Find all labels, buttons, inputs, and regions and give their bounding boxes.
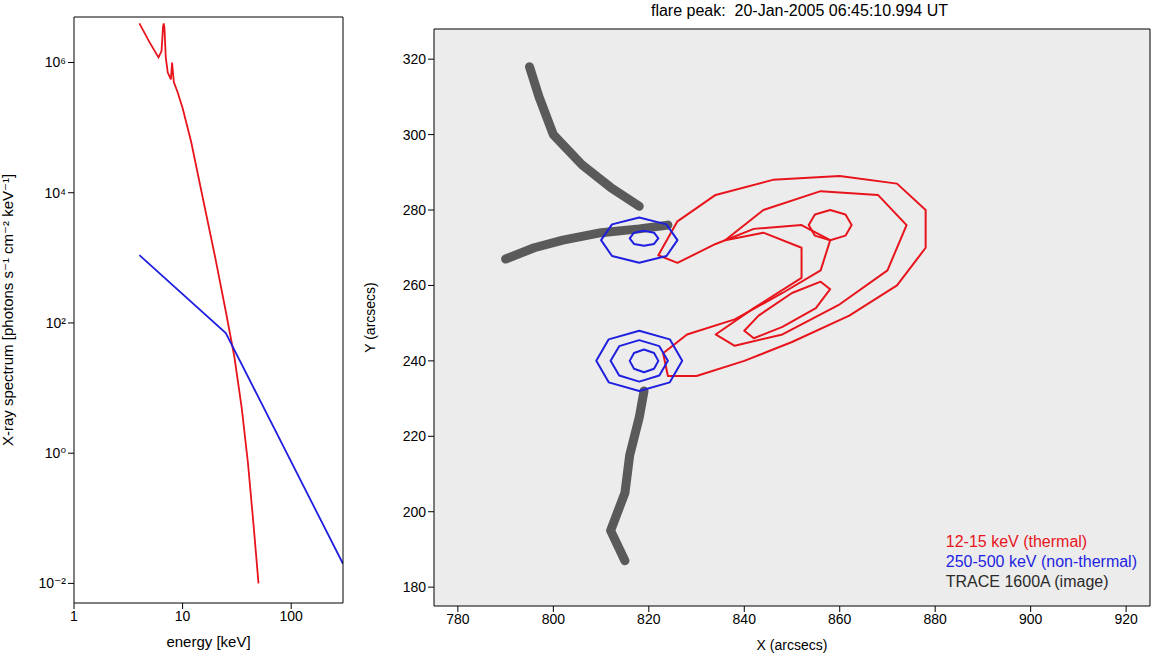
svg-text:280: 280 [403,202,427,218]
svg-text:180: 180 [403,579,427,595]
svg-text:1: 1 [70,608,78,624]
svg-text:240: 240 [403,353,427,369]
svg-text:10²: 10² [46,315,67,331]
svg-text:820: 820 [637,611,661,627]
html-text:TRACE 1600A (image): TRACE 1600A (image) [945,573,1109,590]
svg-text:880: 880 [924,611,948,627]
svg-text:X-ray spectrum [photons s⁻¹ cm: X-ray spectrum [photons s⁻¹ cm⁻² keV⁻¹] [0,174,16,446]
svg-text:300: 300 [403,127,427,143]
svg-text:10: 10 [175,608,191,624]
svg-text:10⁻²: 10⁻² [38,575,66,591]
html-text:12-15 keV (thermal): 12-15 keV (thermal) [945,533,1088,550]
html-text:flare peak: 20-Jan-2005 06:45:: flare peak: 20-Jan-2005 06:45:10.994 UT [651,2,948,19]
svg-text:800: 800 [542,611,566,627]
svg-text:energy [keV]: energy [keV] [166,633,250,650]
svg-text:920: 920 [1114,611,1138,627]
svg-text:780: 780 [446,611,470,627]
html-text:250-500 keV (non-thermal): 250-500 keV (non-thermal) [945,553,1137,570]
svg-text:10⁶: 10⁶ [45,54,66,70]
svg-text:100: 100 [280,608,304,624]
svg-text:X (arcsecs): X (arcsecs) [757,637,828,653]
svg-text:320: 320 [403,51,427,67]
svg-text:840: 840 [733,611,757,627]
svg-text:900: 900 [1019,611,1043,627]
svg-text:860: 860 [828,611,852,627]
svg-text:200: 200 [403,504,427,520]
svg-text:10⁰: 10⁰ [45,445,67,461]
svg-text:220: 220 [403,428,427,444]
svg-text:10⁴: 10⁴ [44,185,66,201]
svg-text:Y (arcsecs): Y (arcsecs) [362,282,378,353]
svg-text:260: 260 [403,277,427,293]
